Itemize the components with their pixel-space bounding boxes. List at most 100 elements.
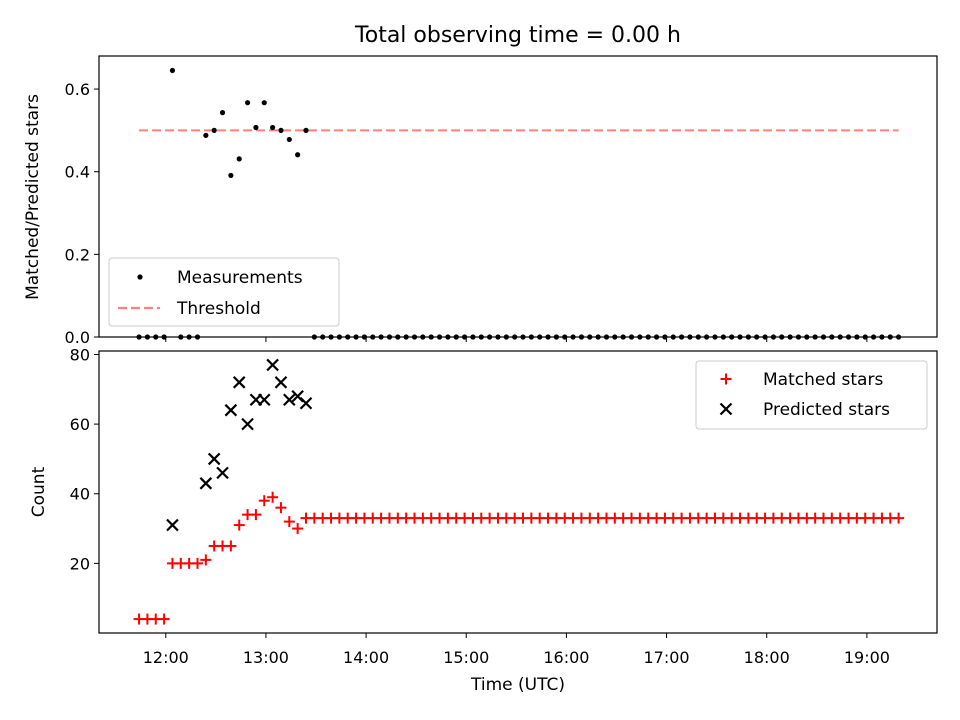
- matched-star-point: [250, 509, 262, 521]
- bottom-x-tick-label: 19:00: [844, 648, 890, 667]
- bottom-x-tick-label: 12:00: [143, 648, 189, 667]
- top-y-tick-label: 0.0: [65, 328, 90, 347]
- measurement-point: [186, 334, 192, 340]
- measurement-point: [512, 334, 518, 340]
- predicted-star-point: [199, 477, 213, 490]
- measurement-point: [603, 334, 610, 340]
- bottom-y-tick-label: 60: [70, 415, 90, 434]
- predicted-star-point: [274, 376, 288, 389]
- predicted-star-point: [232, 376, 246, 389]
- measurement-point: [729, 334, 735, 340]
- measurement-point: [787, 334, 793, 340]
- measurement-point: [136, 334, 142, 340]
- measurement-point: [695, 334, 701, 340]
- measurement-point: [812, 334, 818, 340]
- measurement-point: [745, 334, 751, 340]
- predicted-star-point: [299, 396, 313, 410]
- measurement-point: [169, 67, 176, 74]
- bottom-x-tick-label: 15:00: [443, 648, 489, 667]
- figure-title: Total observing time = 0.00 h: [354, 23, 681, 48]
- measurement-point: [478, 334, 484, 340]
- matched-star-point: [258, 495, 270, 507]
- measurement-point: [804, 334, 810, 340]
- measurement-point: [370, 334, 376, 340]
- measurement-point: [845, 334, 852, 340]
- measurement-point: [436, 334, 443, 340]
- bottom-y-tick-label: 20: [70, 554, 90, 573]
- top-y-tick-label: 0.4: [65, 163, 90, 182]
- matched-star-point: [233, 519, 245, 531]
- top-y-tick-label: 0.2: [65, 245, 90, 264]
- legend-measurements-label: Measurements: [177, 268, 303, 288]
- measurement-point: [837, 334, 843, 340]
- predicted-star-point: [241, 417, 254, 431]
- measurement-point: [144, 334, 151, 340]
- measurement-point: [645, 334, 651, 340]
- legend-plus-glyph: [720, 373, 732, 385]
- measurement-point: [854, 334, 860, 340]
- top-y-axis: 0.0 0.2 0.4 0.6: [65, 80, 99, 347]
- matched-star-point: [191, 557, 203, 569]
- bottom-plot-frame: [98, 350, 938, 634]
- measurement-point: [378, 334, 384, 340]
- measurement-point: [295, 152, 301, 158]
- matched-star-point: [267, 491, 279, 503]
- bottom-series-layer: [133, 358, 905, 625]
- matched-star-point: [292, 523, 304, 535]
- bottom-x-tick-label: 14:00: [343, 648, 389, 667]
- measurement-point: [870, 334, 877, 340]
- measurement-point: [537, 334, 543, 340]
- bottom-y-tick-label: 80: [70, 345, 90, 364]
- measurement-point: [303, 127, 309, 133]
- top-legend: Measurements Threshold: [108, 257, 340, 327]
- bottom-legend-box: [695, 360, 928, 430]
- bottom-legend: Matched stars Predicted stars: [695, 360, 928, 430]
- matched-star-point: [283, 516, 295, 528]
- measurement-point: [737, 334, 743, 340]
- measurement-point: [862, 334, 868, 340]
- measurement-point: [203, 132, 209, 138]
- measurement-point: [403, 334, 409, 340]
- measurement-point: [178, 334, 184, 340]
- measurement-point: [361, 334, 368, 340]
- measurement-point: [628, 334, 635, 340]
- measurement-point: [278, 127, 284, 133]
- measurement-point: [653, 334, 660, 340]
- measurement-point: [712, 334, 718, 340]
- measurement-point: [411, 334, 418, 340]
- matched-star-point: [158, 613, 170, 625]
- top-series-layer: [136, 67, 902, 340]
- measurement-point: [578, 334, 585, 340]
- measurement-point: [495, 334, 501, 340]
- measurement-point: [253, 124, 259, 131]
- measurement-point: [386, 334, 393, 340]
- top-panel: 0.0 0.2 0.4 0.6 Matched/Predicted stars Mea…: [23, 55, 938, 347]
- bottom-y-tick-label: 40: [70, 485, 90, 504]
- measurement-point: [453, 334, 459, 340]
- bottom-x-tick-label: 18:00: [744, 648, 790, 667]
- measurement-point: [520, 334, 526, 340]
- measurement-point: [461, 334, 468, 340]
- predicted-star-point: [257, 393, 271, 407]
- measurement-point: [637, 334, 643, 340]
- measurement-point: [820, 334, 827, 340]
- predicted-star-point: [216, 466, 229, 480]
- measurement-point: [153, 334, 159, 340]
- bottom-x-tick-label: 13:00: [243, 648, 289, 667]
- measurement-point: [595, 334, 601, 340]
- bottom-x-tick-label: 16:00: [543, 648, 589, 667]
- measurement-point: [244, 100, 251, 106]
- measurement-point: [896, 334, 902, 340]
- measurement-point: [219, 110, 226, 116]
- measurement-point: [545, 334, 551, 340]
- measurement-point: [587, 334, 593, 340]
- measurement-point: [553, 334, 559, 340]
- predicted-star-point: [166, 518, 179, 532]
- measurement-point: [345, 334, 351, 340]
- measurement-point: [670, 334, 676, 340]
- measurement-point: [620, 334, 626, 340]
- measurement-point: [720, 334, 726, 340]
- measurement-point: [528, 334, 534, 340]
- measurement-point: [704, 334, 710, 340]
